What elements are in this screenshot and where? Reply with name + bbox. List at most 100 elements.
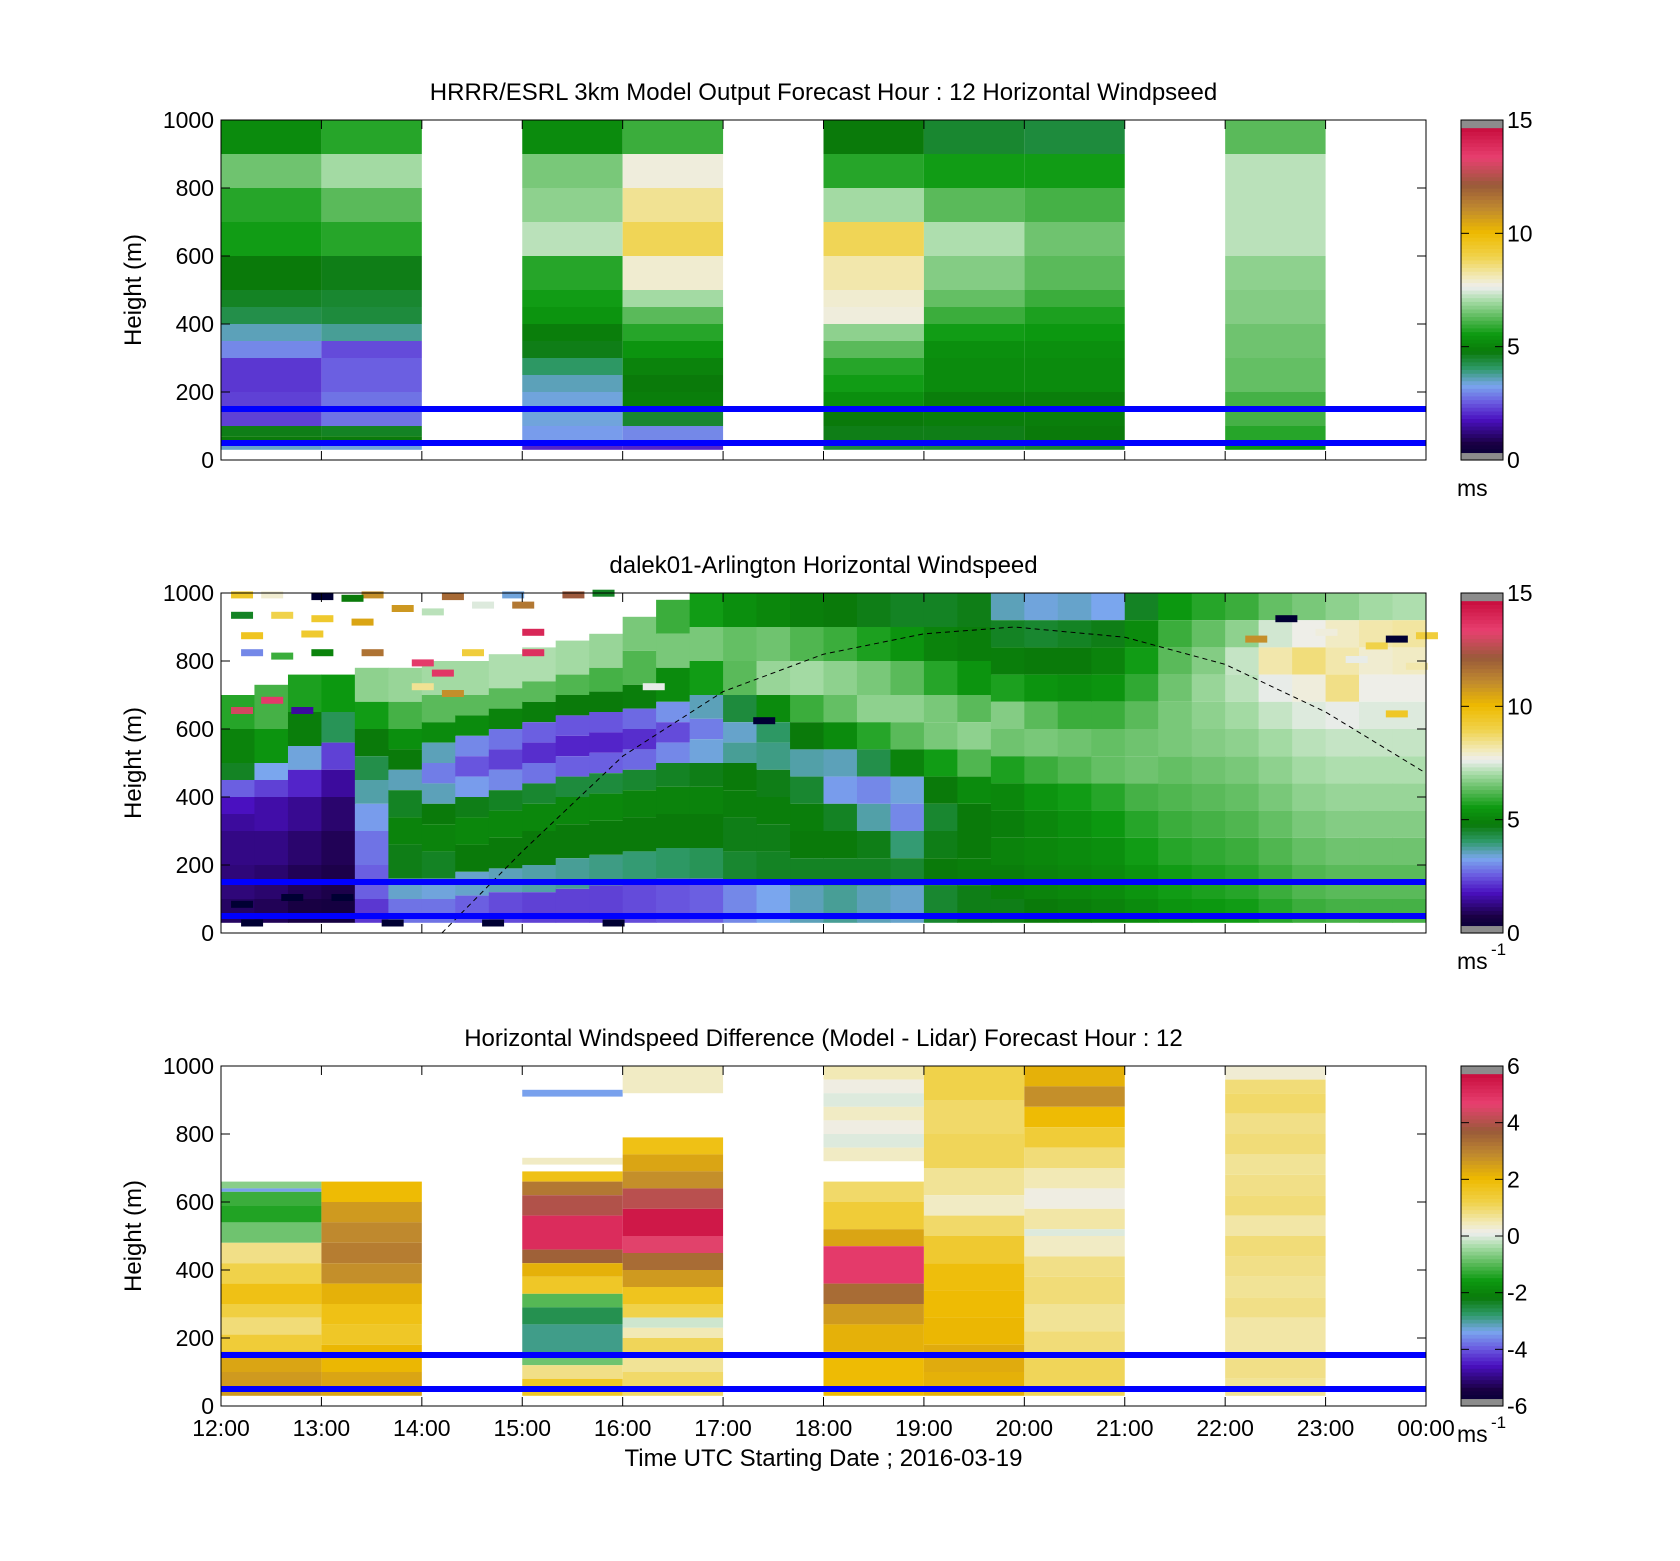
- colorbar-step: [1461, 872, 1503, 877]
- cell-c13-1: [656, 633, 691, 668]
- y-tick-label: 600: [176, 716, 214, 742]
- cell-h19-11: [923, 426, 1025, 443]
- cell-c6-7: [421, 824, 456, 852]
- cell-c7-6: [455, 797, 490, 818]
- cell-h15-1: [522, 154, 623, 188]
- cell-h22-13: [1225, 1317, 1326, 1338]
- colorbar-step: [1461, 308, 1503, 314]
- colorbar-step: [1461, 785, 1503, 791]
- colorbar-step: [1461, 138, 1503, 144]
- cell-c21-5: [923, 749, 958, 777]
- cell-h16-7: [622, 1253, 724, 1270]
- cell-h15-4: [522, 1195, 623, 1216]
- x-tick-label: 16:00: [594, 1415, 652, 1441]
- cell-c25-9: [1057, 837, 1092, 865]
- cell-c34-7: [1359, 783, 1394, 811]
- colorbar-step: [1461, 274, 1503, 280]
- cell-c8-7: [488, 810, 523, 838]
- cell-c10-3: [555, 715, 590, 736]
- cell-c26-2: [1091, 647, 1126, 675]
- sparse-cell-32: [441, 690, 464, 697]
- colorbar-step: [1461, 1243, 1503, 1248]
- cell-c10-1: [555, 674, 590, 695]
- cell-c8-8: [488, 837, 523, 869]
- colorbar-step: [1461, 414, 1503, 420]
- colorbar-step: [1461, 838, 1503, 843]
- sparse-cell-9: [241, 632, 264, 640]
- colorbar-step: [1461, 1073, 1503, 1078]
- cell-c29-2: [1191, 647, 1226, 675]
- sparse-cell-22: [522, 649, 545, 657]
- cell-c12-4: [622, 729, 657, 750]
- cell-h22-7: [1225, 1195, 1326, 1216]
- cell-c30-1: [1225, 620, 1260, 648]
- colorbar-step: [1461, 1349, 1503, 1354]
- cell-c21-0: [923, 593, 958, 627]
- cell-c0-1: [221, 729, 255, 763]
- cell-c12-3: [622, 708, 657, 729]
- colorbar-step: [1461, 286, 1503, 291]
- cell-c0-3: [221, 780, 255, 797]
- cell-c15-5: [723, 742, 758, 763]
- colorbar-step: [1461, 868, 1503, 874]
- cell-h20-8: [1024, 1229, 1125, 1236]
- colorbar-unit-superscript: -1: [1491, 940, 1506, 959]
- cell-h13-6: [321, 307, 422, 324]
- colorbar-step: [1461, 770, 1503, 775]
- colorbar-step: [1461, 1341, 1503, 1347]
- cell-c4-0: [354, 667, 389, 702]
- colorbar-step: [1461, 452, 1503, 457]
- cell-c23-9: [990, 837, 1025, 865]
- cell-c17-4: [790, 722, 824, 750]
- cell-c22-5: [957, 749, 992, 777]
- cell-c20-1: [890, 627, 925, 661]
- x-tick-label: 13:00: [293, 1415, 351, 1441]
- colorbar-step: [1461, 1190, 1503, 1196]
- colorbar-step: [1461, 732, 1503, 738]
- colorbar-step: [1461, 1164, 1503, 1169]
- cell-h16-14: [622, 1355, 724, 1372]
- cell-h18-2: [823, 188, 924, 222]
- cell-c14-7: [689, 786, 724, 814]
- colorbar-step: [1461, 1262, 1503, 1267]
- cell-h15-6: [522, 1249, 623, 1264]
- cell-h13-2: [321, 1222, 422, 1243]
- cell-h16-10: [622, 375, 724, 392]
- colorbar-step: [1461, 120, 1503, 125]
- cell-h12-5: [221, 1242, 322, 1264]
- colorbar-step: [1461, 713, 1503, 719]
- cell-h20-1: [1024, 1086, 1125, 1107]
- x-tick-label: 15:00: [493, 1415, 551, 1441]
- colorbar-tick-label: 0: [1507, 447, 1520, 473]
- cell-c18-8: [823, 831, 858, 859]
- colorbar-step: [1461, 634, 1503, 639]
- colorbar-step: [1461, 774, 1503, 779]
- colorbar-step: [1461, 1398, 1503, 1403]
- colorbar-step: [1461, 914, 1503, 919]
- cell-h19-2: [923, 1134, 1025, 1168]
- colorbar-step: [1461, 1145, 1503, 1150]
- colorbar-step: [1461, 1224, 1503, 1230]
- cell-h13-8: [321, 1344, 422, 1372]
- cell-h16-8: [622, 1270, 724, 1287]
- colorbar-step: [1461, 729, 1503, 734]
- cell-h16-12: [622, 1327, 724, 1338]
- cell-c11-2: [589, 691, 624, 712]
- cell-c30-3: [1225, 674, 1260, 702]
- sparse-cell-26: [441, 593, 464, 601]
- colorbar-step: [1461, 429, 1503, 435]
- cell-h13-6: [321, 1304, 422, 1325]
- cell-h18-13: [823, 1324, 924, 1352]
- sparse-cell-3: [361, 591, 384, 599]
- cell-c12-0: [622, 616, 657, 651]
- cell-h12-1: [221, 154, 322, 188]
- colorbar-step: [1461, 608, 1503, 613]
- colorbar-step: [1461, 293, 1503, 299]
- colorbar-step: [1461, 834, 1503, 840]
- cell-h19-1: [923, 154, 1025, 188]
- cell-c29-5: [1191, 729, 1226, 757]
- cell-h19-7: [923, 324, 1025, 341]
- cell-h12-9: [221, 358, 322, 392]
- colorbar-step: [1461, 1179, 1503, 1184]
- cell-h19-5: [923, 1215, 1025, 1236]
